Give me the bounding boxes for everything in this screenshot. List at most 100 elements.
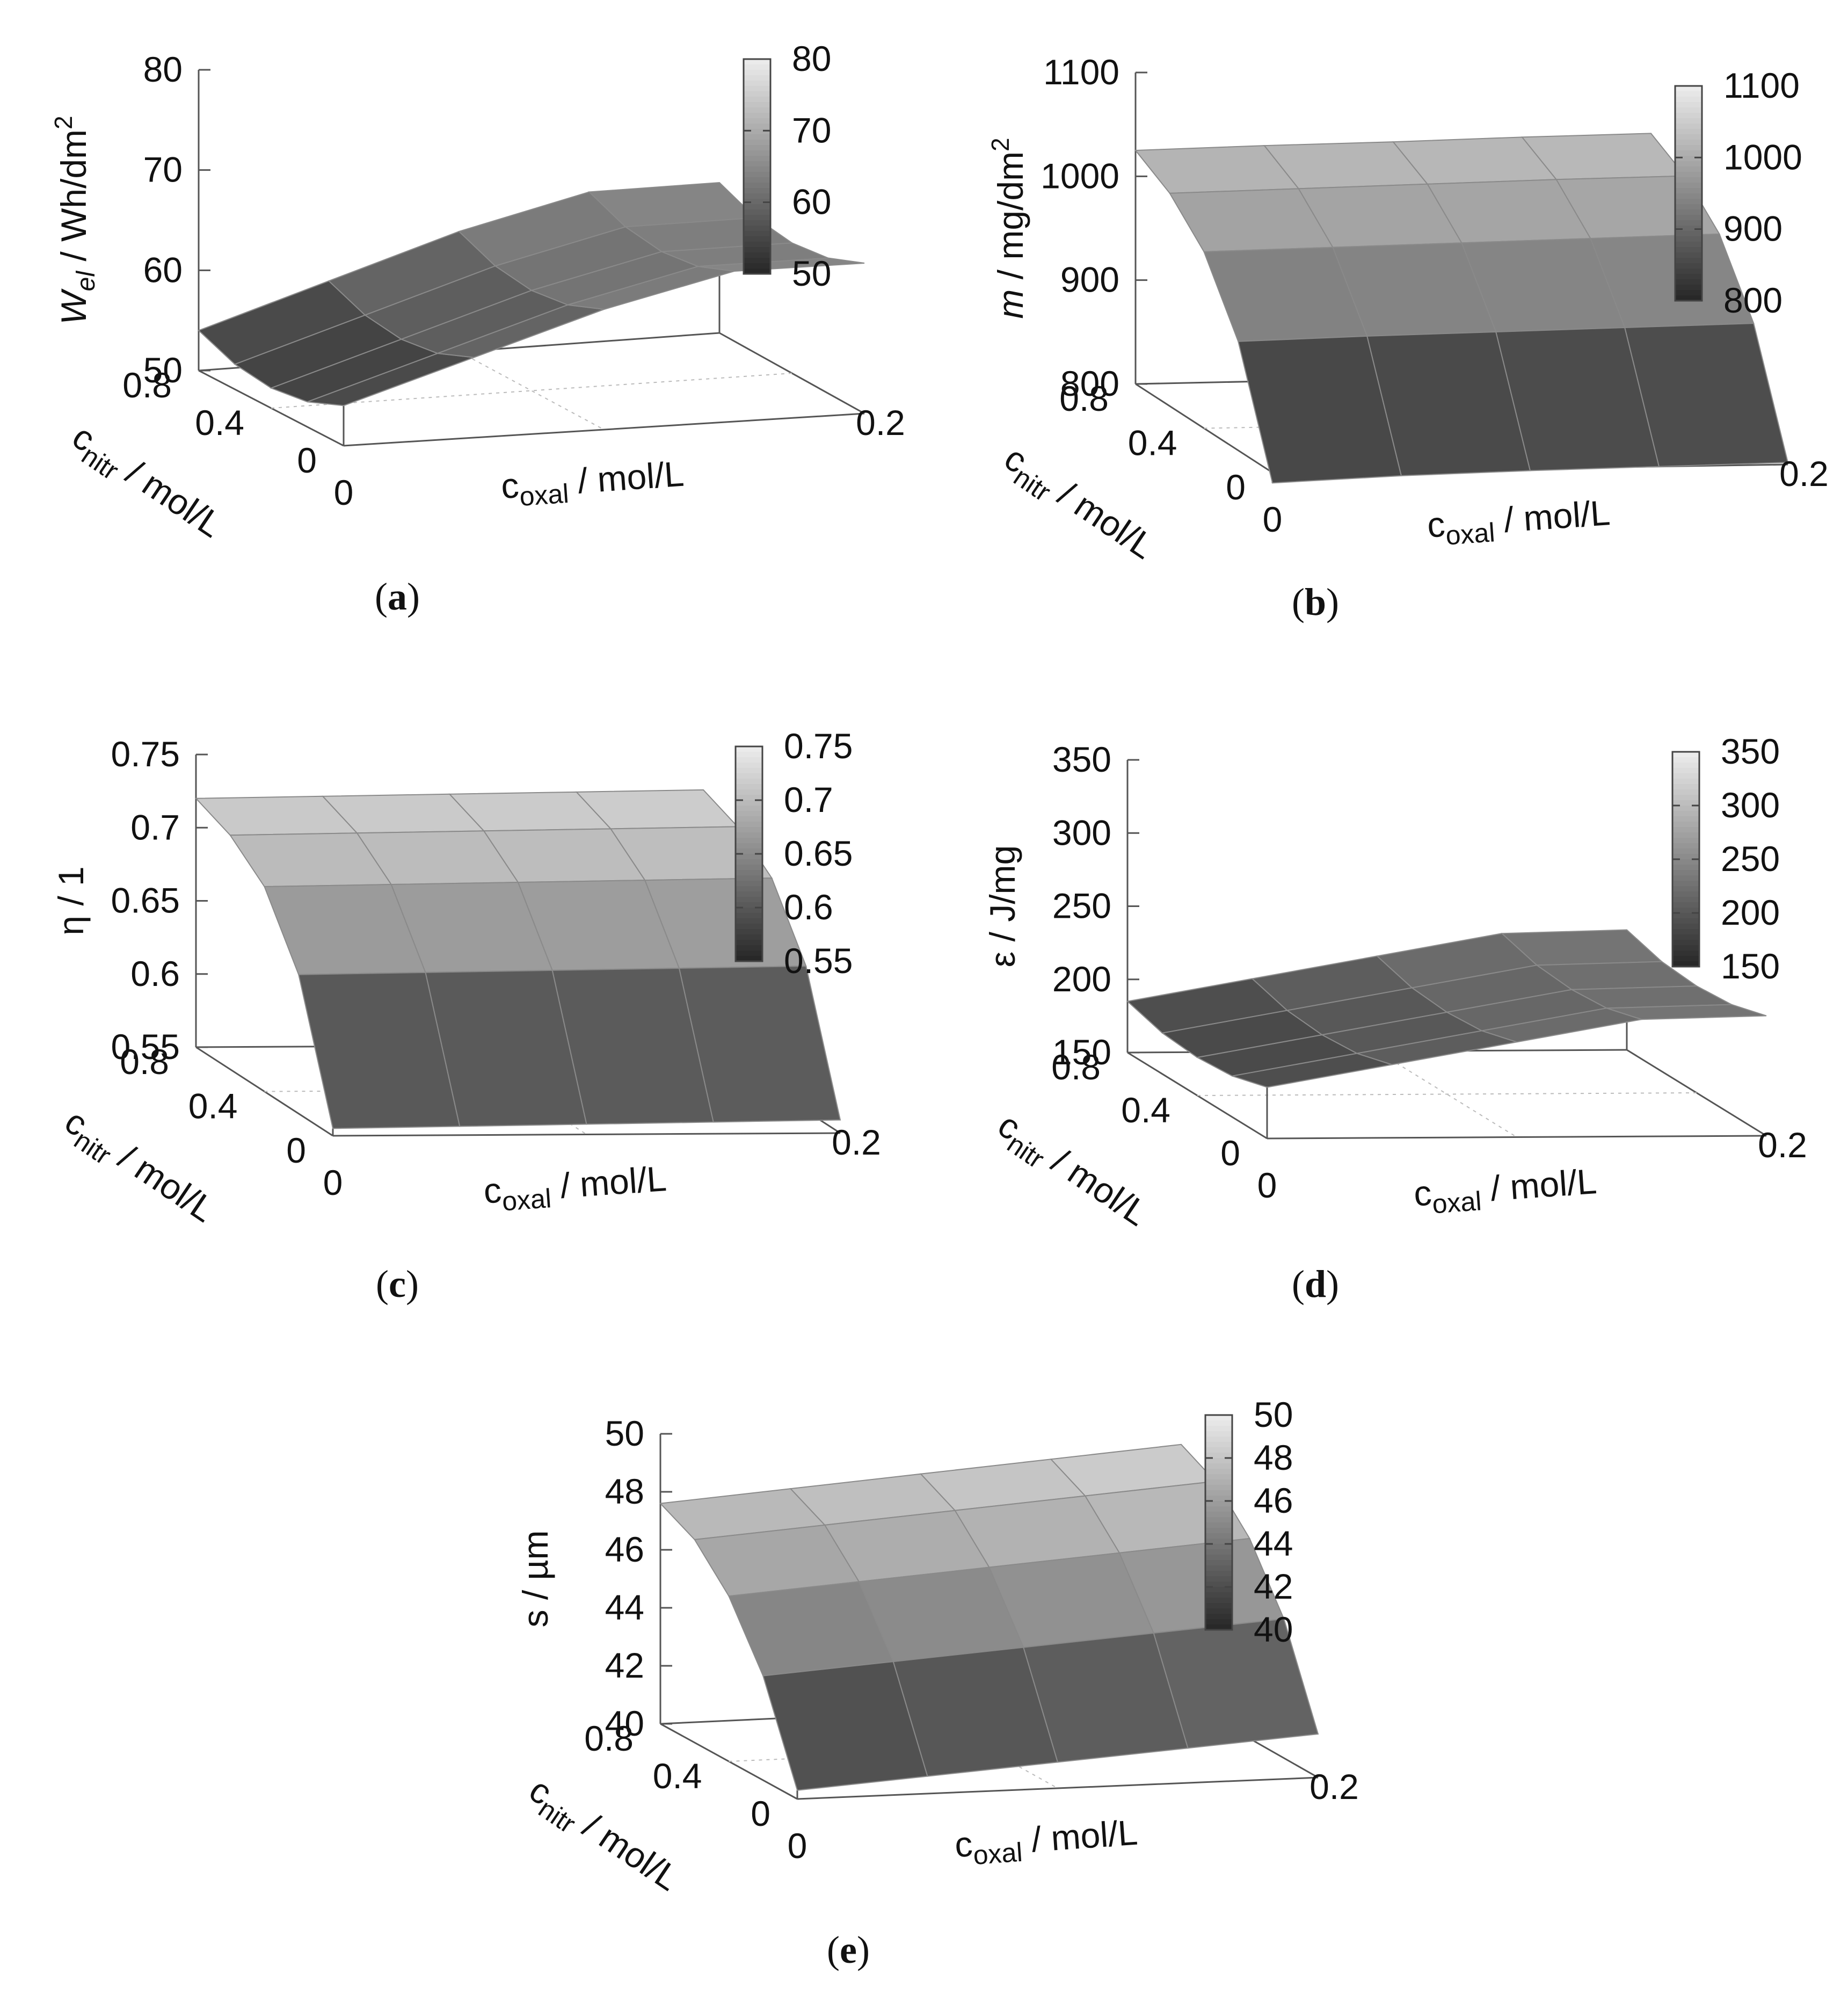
x-tick-label: 0 — [1263, 499, 1283, 539]
colorbar-band — [736, 908, 762, 913]
axes-box — [1126, 760, 1767, 1140]
z-tick-label: 44 — [605, 1587, 644, 1627]
z-tick-label: 1000 — [1041, 156, 1119, 195]
colorbar-band — [736, 875, 762, 881]
colorbar-band — [736, 811, 762, 817]
colorbar-band — [1672, 800, 1699, 806]
colorbar-band — [1675, 258, 1702, 264]
z-axis-label: s / µm — [515, 1530, 555, 1627]
colorbar-band — [1675, 134, 1702, 140]
colorbar-band — [736, 897, 762, 903]
colorbar-band — [1672, 918, 1699, 924]
z-axis-label: Wel / Wh/dm2 — [49, 115, 100, 324]
colorbar-band — [1675, 269, 1702, 274]
surface-cell — [697, 257, 865, 272]
z-tick-label: 900 — [1060, 260, 1119, 300]
colorbar-band — [1675, 172, 1702, 178]
y-tick-label: 0.8 — [120, 1042, 169, 1082]
y-tick-label: 0.8 — [584, 1718, 634, 1758]
colorbar-band — [736, 870, 762, 876]
colorbar-band — [1205, 1592, 1232, 1598]
colorbar-band — [744, 209, 770, 215]
colorbar-band — [1205, 1458, 1232, 1464]
colorbar-tick-label: 40 — [1254, 1609, 1293, 1649]
colorbar-band — [1205, 1506, 1232, 1512]
y-tick-label: 0.4 — [1128, 423, 1177, 463]
colorbar-band — [1675, 107, 1702, 113]
colorbar-band — [744, 86, 770, 92]
colorbar-band — [1205, 1437, 1232, 1442]
x-axis-label: coxal / mol/L — [954, 1812, 1139, 1872]
colorbar-tick-label: 300 — [1721, 785, 1780, 825]
x-tick-label: 0.2 — [832, 1122, 881, 1162]
colorbar-band — [1672, 875, 1699, 881]
x-axis-label: coxal / mol/L — [1426, 492, 1612, 552]
panel-c: 0.55 0.6 0.65 0.7 0.75 0 0.2 0 0.4 0.8 coxal / mol… — [0, 693, 913, 1326]
colorbar-band — [744, 156, 770, 162]
colorbar-band — [1675, 199, 1702, 205]
y-tick-label: 0 — [751, 1794, 770, 1833]
colorbar-band — [736, 940, 762, 946]
colorbar-band — [744, 97, 770, 103]
colorbar-tick-label: 0.65 — [784, 833, 853, 873]
colorbar-band — [1205, 1560, 1232, 1566]
colorbar-band — [736, 951, 762, 956]
colorbar-band — [1205, 1582, 1232, 1587]
surface-cell — [1153, 1618, 1319, 1749]
colorbar-tick-label: 0.55 — [784, 941, 853, 981]
panel-e: 40 42 44 46 48 50 0 0.2 0 0.4 0.8 coxal / mol/L cnit… — [462, 1353, 1385, 1992]
y-tick-label: 0 — [1220, 1133, 1240, 1173]
colorbar-band — [744, 199, 770, 205]
colorbar-band — [736, 827, 762, 833]
x-tick-label: 0.2 — [856, 403, 905, 442]
colorbar-band — [736, 848, 762, 854]
colorbar-band — [744, 113, 770, 119]
z-axis-label: m / mg/dm2 — [986, 137, 1030, 318]
colorbar-frame — [1674, 85, 1703, 302]
colorbar-band — [744, 172, 770, 178]
colorbar-band — [736, 752, 762, 758]
colorbar-band — [744, 161, 770, 167]
caption-e: (e) — [827, 1928, 870, 1971]
colorbar-band — [1675, 140, 1702, 146]
colorbar-frame — [743, 58, 772, 275]
colorbar-tick-label: 42 — [1254, 1566, 1293, 1606]
caption-a: (a) — [375, 575, 420, 618]
z-tick-label: 80 — [143, 49, 183, 89]
colorbar-band — [736, 891, 762, 897]
colorbar-band — [1675, 156, 1702, 162]
colorbar-band — [1205, 1624, 1232, 1630]
caption-b: (b) — [1291, 581, 1339, 623]
colorbar-band — [1672, 784, 1699, 790]
colorbar-band — [1675, 247, 1702, 253]
colorbar-band — [1672, 940, 1699, 946]
colorbar-band — [1672, 752, 1699, 758]
colorbar-tick-label: 44 — [1254, 1524, 1293, 1563]
colorbar-band — [1675, 188, 1702, 194]
z-tick-label: 250 — [1052, 886, 1111, 926]
z-axis-label: ε / J/mg — [983, 845, 1022, 967]
colorbar-band — [744, 263, 770, 269]
colorbar-tick-label: 250 — [1721, 839, 1780, 879]
colorbar-tick-label: 0.75 — [784, 726, 853, 766]
colorbar-band — [744, 145, 770, 151]
colorbar-band — [1205, 1431, 1232, 1437]
colorbar-band — [1205, 1453, 1232, 1459]
colorbar-band — [744, 91, 770, 97]
colorbar-band — [744, 81, 770, 86]
colorbar-band — [1205, 1522, 1232, 1528]
colorbar-band — [1205, 1501, 1232, 1507]
colorbar-band — [1672, 891, 1699, 897]
colorbar-band — [744, 177, 770, 183]
colorbar-band — [1205, 1565, 1232, 1571]
colorbar-band — [736, 865, 762, 870]
colorbar-band — [1205, 1608, 1232, 1614]
colorbar: 800 900 1000 1100 — [1674, 66, 1802, 320]
colorbar-band — [736, 832, 762, 838]
colorbar-band — [1675, 177, 1702, 183]
floor-gridline — [920, 1711, 1058, 1789]
surface — [1126, 929, 1767, 1088]
colorbar-band — [736, 854, 762, 860]
